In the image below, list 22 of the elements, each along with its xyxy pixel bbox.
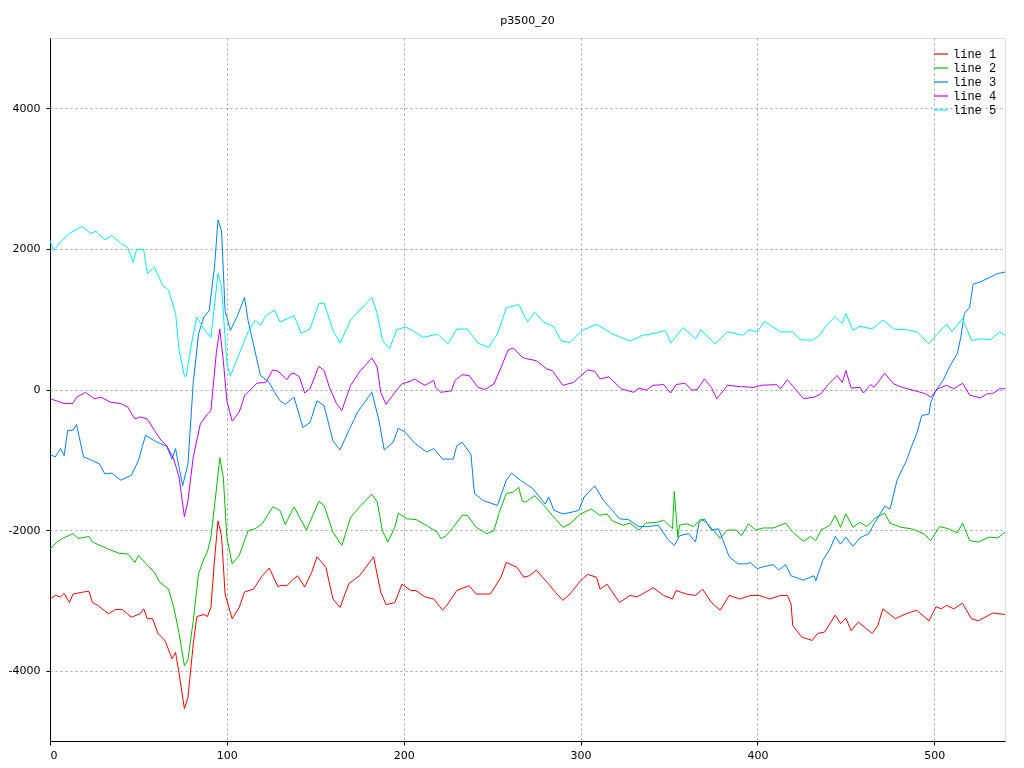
line-series [49,328,1006,518]
x-tick-label: 400 [747,748,769,762]
line-series [49,225,1006,377]
chart-title: p3500_20 [500,14,555,27]
y-tick-label: 4000 [12,101,41,115]
legend-label: line 3 [953,76,997,90]
line-series [49,457,1006,667]
x-tick-label: 300 [570,748,592,762]
legend-label: line 2 [953,62,997,76]
legend-label: line 5 [953,104,997,118]
x-tick-label: 100 [216,748,238,762]
x-tick-label: 200 [393,748,415,762]
y-tick-label: 0 [33,383,41,396]
y-tick-label: -4000 [8,664,41,678]
legend-label: line 1 [953,48,997,62]
legend-label: line 4 [953,90,997,104]
x-tick-label: 500 [924,748,946,762]
line-series [49,219,1006,582]
line-series [49,520,1006,710]
y-tick-label: 2000 [12,242,41,256]
y-tick-label: -2000 [8,523,41,537]
x-tick-label: 0 [50,748,58,762]
